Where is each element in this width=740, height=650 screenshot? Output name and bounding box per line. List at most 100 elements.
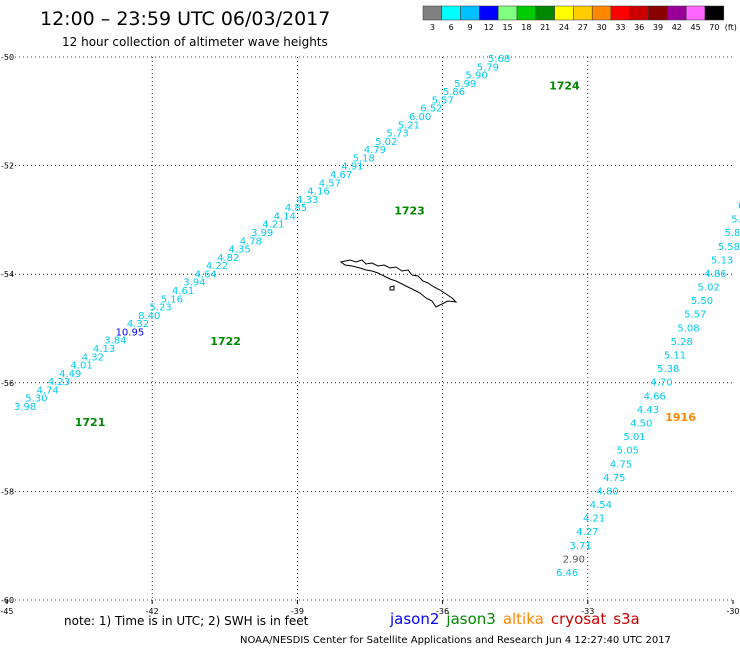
swh-value: 5.28 <box>671 337 693 348</box>
swh-value: 5.08 <box>677 323 699 334</box>
swh-value: 4.54 <box>590 500 612 511</box>
swh-value: 5.90 <box>465 71 487 82</box>
swh-value: 5.57 <box>684 310 706 321</box>
swh-value: 5.02 <box>375 137 397 148</box>
swh-value: 5. <box>731 215 740 226</box>
lon-tick-label: -30 <box>726 607 739 616</box>
island-outline-south-georgia <box>339 259 458 308</box>
swh-value: 5.11 <box>664 351 686 362</box>
lat-tick-label: -56 <box>1 379 14 388</box>
swh-value: 3.71 <box>569 541 591 552</box>
colorbar-swatch <box>704 5 725 21</box>
colorbar-legend: 3 6 9 12 15 18 21 24 27 30 33 36 39 42 45 70 (ft) <box>422 5 737 32</box>
colorbar-label: 24 <box>559 23 569 32</box>
lat-tick-label: -58 <box>1 487 14 496</box>
chart-subtitle: 12 hour collection of altimeter wave hei… <box>62 35 328 49</box>
swh-value: 4.49 <box>59 369 81 380</box>
swh-value: 6.46 <box>556 568 578 579</box>
swh-value: 4.61 <box>172 286 194 297</box>
colorbar-swatch <box>516 5 537 21</box>
lat-tick-label: -60 <box>1 596 14 605</box>
colorbar-swatch <box>479 5 499 21</box>
swh-value: 4.86 <box>704 269 726 280</box>
swh-value: 4.57 <box>319 178 341 189</box>
swh-value: 5.68 <box>488 54 510 65</box>
chart-title: 12:00 – 23:59 UTC 06/03/2017 <box>40 8 331 30</box>
swh-value: 4.33 <box>296 195 318 206</box>
pass-number-label: 1723 <box>394 204 425 217</box>
swh-value: 5.01 <box>623 432 645 443</box>
colorbar-swatch <box>441 5 461 21</box>
lat-tick-label: -50 <box>1 53 14 62</box>
satellite-legend-jason2: jason2 <box>390 610 440 628</box>
colorbar-label: 30 <box>597 23 607 32</box>
swh-value: 4.23 <box>48 377 70 388</box>
swh-value: 4.32 <box>127 319 149 330</box>
altimeter-track: 6.46 2.90 3.71 4.27 4.21 4.54 4.80 4.75 4.75 5.05… <box>556 201 740 579</box>
swh-value: 5.79 <box>477 62 499 73</box>
satellite-legend-altika: altika <box>502 610 544 628</box>
swh-value: 3.99 <box>251 228 273 239</box>
swh-value: 4.43 <box>637 405 659 416</box>
colorbar-swatch <box>535 5 555 21</box>
pass-number-label: 1722 <box>210 335 241 348</box>
colorbar-label: 15 <box>503 23 513 32</box>
colorbar-label: 12 <box>484 23 494 32</box>
swh-value: 5.86 <box>443 87 465 98</box>
swh-value: 5.13 <box>711 255 733 266</box>
colorbar-swatch <box>497 5 518 21</box>
swh-value: 5.50 <box>691 296 713 307</box>
colorbar-swatch <box>591 5 612 21</box>
swh-value: 5.30 <box>25 394 47 405</box>
colorbar-label: 36 <box>634 23 644 32</box>
colorbar-swatch <box>648 5 668 21</box>
swh-value: 5.23 <box>149 303 171 314</box>
altimeter-tracks: 3.985.304.744.234.494.014.324.133.8410.9… <box>14 54 740 579</box>
map-axes: -45 -42 -39 -36 -33 -30 -50 -52 -54 -56 -58 -60 <box>0 53 739 616</box>
swh-value: 5.58 <box>718 242 740 253</box>
colorbar-label: 21 <box>540 23 550 32</box>
colorbar-swatch <box>554 5 574 21</box>
swh-value: 2.90 <box>563 554 585 565</box>
swh-value: 4.64 <box>195 269 217 280</box>
colorbar-swatch <box>573 5 593 21</box>
colorbar-swatch <box>422 5 443 21</box>
swh-value: 5.38 <box>657 364 679 375</box>
swh-value: 4.21 <box>262 220 284 231</box>
swh-value: 4.16 <box>307 187 329 198</box>
swh-value: 6.00 <box>409 112 431 123</box>
swh-value: 4.80 <box>596 486 618 497</box>
swh-value: 5.05 <box>617 446 639 457</box>
colorbar-label: 39 <box>653 23 663 32</box>
colorbar-label: 9 <box>467 23 472 32</box>
swh-value: 4.79 <box>364 145 386 156</box>
lon-tick-label: -39 <box>291 607 304 616</box>
colorbar-swatch <box>629 5 649 21</box>
satellite-legend-cryosat: cryosat <box>550 610 607 628</box>
swh-value: 4.91 <box>341 162 363 173</box>
colorbar-label: 70 <box>709 23 719 32</box>
swh-value: 4.21 <box>583 514 605 525</box>
colorbar-swatch <box>460 5 480 21</box>
colorbar-label: 33 <box>615 23 625 32</box>
swh-value: 4.27 <box>576 527 598 538</box>
swh-value: 4.50 <box>630 418 652 429</box>
swh-value: 5.18 <box>353 153 375 164</box>
swh-value: 4.32 <box>82 352 104 363</box>
swh-value: 5.73 <box>386 129 408 140</box>
swh-value: 4.82 <box>217 253 239 264</box>
swh-value: 4.67 <box>330 170 352 181</box>
pass-number-label: 1916 <box>665 411 696 424</box>
satellite-legend-jason3: jason3 <box>446 610 496 628</box>
colorbar-label: 6 <box>449 23 454 32</box>
lat-tick-label: -54 <box>1 270 14 279</box>
colorbar-label: 42 <box>672 23 682 32</box>
colorbar-unit: (ft) <box>725 23 737 32</box>
swh-value: 4.74 <box>37 385 59 396</box>
swh-value: 5.16 <box>161 294 183 305</box>
altimeter-track: 3.985.304.744.234.494.014.324.133.8410.9… <box>14 54 580 429</box>
swh-value: 6 <box>738 201 740 212</box>
swh-value: 4.01 <box>70 361 92 372</box>
swh-value: 4.78 <box>240 236 262 247</box>
pass-number-label: 1721 <box>75 416 106 429</box>
